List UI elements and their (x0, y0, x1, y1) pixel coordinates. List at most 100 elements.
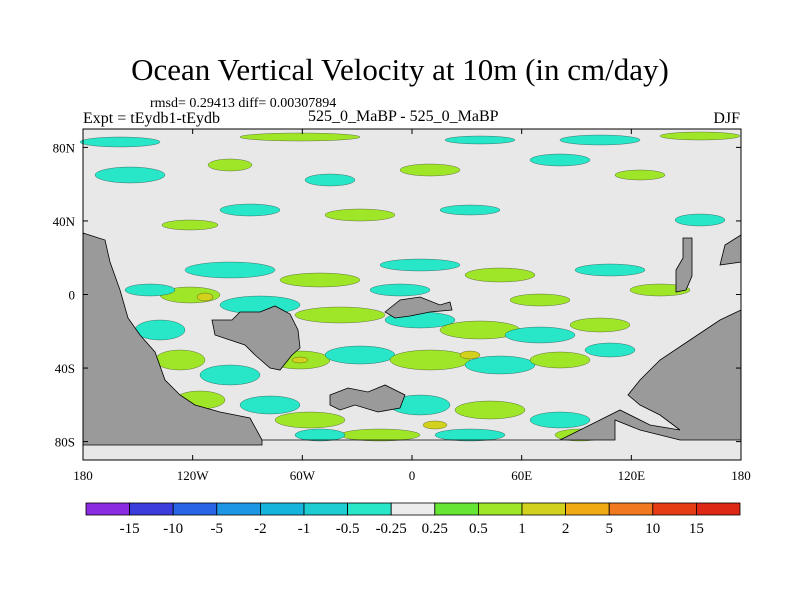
anomaly-patch (294, 428, 346, 442)
anomaly-patch (134, 319, 186, 341)
anomaly-patch (219, 295, 301, 315)
colorbar-label: -0.25 (376, 521, 407, 537)
stats-line: rmsd= 0.29413 diff= 0.00307894 (150, 96, 337, 111)
colorbar-label: -15 (120, 521, 140, 537)
anomaly-patch (464, 267, 536, 283)
axis-ticks: 180 120W 60W 0 60E 120E 180 80N 40N 0 40S 80S (53, 129, 751, 483)
colorbar-label: 0.5 (469, 521, 488, 537)
y-tick-label: 0 (69, 288, 76, 303)
anomaly-patch (439, 204, 501, 216)
anomaly-patch (294, 306, 386, 324)
comparison-label: 525_0_MaBP - 525_0_MaBP (308, 108, 499, 125)
anomaly-patch (154, 349, 206, 371)
land-mass (82, 232, 742, 446)
x-tick-label: 60E (511, 468, 532, 483)
colorbar-swatch (216, 502, 261, 516)
colorbar-swatch (477, 502, 523, 516)
anomaly-patch (369, 283, 431, 297)
velocity-anomaly-layer (79, 131, 741, 442)
anomaly-patch (279, 272, 361, 288)
land-mask-layer (82, 232, 742, 446)
anomaly-patch (219, 203, 281, 217)
anomaly-patch (304, 173, 356, 187)
land-mass (329, 384, 406, 413)
anomaly-patch (124, 283, 176, 297)
colorbar-swatch (434, 502, 479, 516)
anomaly-patch (509, 293, 571, 307)
anomaly-patch (459, 350, 481, 360)
experiment-label: Expt = tEydb1-tEydb (83, 110, 221, 127)
anomaly-patch (504, 326, 576, 344)
anomaly-patch (379, 258, 461, 272)
x-tick-label: 180 (73, 468, 93, 483)
anomaly-patch (94, 166, 166, 184)
colorbar-label: -10 (163, 521, 183, 537)
land-mass (675, 237, 693, 293)
x-tick-label: 180 (731, 468, 751, 483)
anomaly-patch (399, 163, 461, 177)
colorbar-swatch (696, 502, 741, 516)
colorbar-label: 1 (518, 521, 526, 537)
anomaly-patch (529, 153, 591, 167)
x-tick-label: 120W (177, 468, 210, 483)
anomaly-patch (239, 395, 301, 415)
colorbar-swatch (608, 502, 654, 516)
anomaly-patch (274, 411, 346, 429)
anomaly-patch (629, 283, 691, 297)
anomaly-patch (291, 356, 309, 364)
colorbar-swatch (172, 502, 218, 516)
colorbar-label: -5 (211, 521, 224, 537)
anomaly-patch (339, 428, 421, 442)
colorbar-label: 0.25 (422, 521, 448, 537)
colorbar-label: -2 (254, 521, 267, 537)
anomaly-patch (422, 420, 448, 430)
x-tick-label: 120E (618, 468, 646, 483)
anomaly-patch (569, 317, 631, 333)
anomaly-patch (529, 351, 591, 369)
colorbar-label: 10 (645, 521, 660, 537)
land-mass (211, 305, 301, 371)
anomaly-patch (574, 263, 646, 277)
anomaly-patch (184, 261, 276, 279)
colorbar-label: -1 (298, 521, 311, 537)
season-label: DJF (713, 110, 740, 127)
colorbar-label: 15 (689, 521, 704, 537)
anomaly-patch (434, 428, 506, 442)
colorbar-swatch (347, 502, 392, 516)
colorbar-label: 2 (562, 521, 570, 537)
y-tick-label: 80S (55, 435, 75, 450)
colorbar-label: 5 (605, 521, 613, 537)
anomaly-patch (207, 158, 253, 172)
map-panel: 180 120W 60W 0 60E 120E 180 80N 40N 0 40S 80S (53, 128, 751, 483)
anomaly-patch (79, 136, 161, 148)
anomaly-patch (529, 411, 591, 429)
colorbar-swatch (390, 502, 436, 516)
colorbar-swatch (129, 502, 174, 516)
anomaly-patch (464, 355, 536, 375)
anomaly-patch (199, 364, 261, 386)
anomaly-patch (584, 342, 636, 358)
plot-title: Ocean Vertical Velocity at 10m (in cm/da… (131, 52, 669, 87)
anomaly-patch (239, 132, 361, 142)
anomaly-patch (389, 349, 471, 371)
colorbar-swatch (565, 502, 610, 516)
anomaly-patch (614, 169, 666, 181)
colorbar-swatch (521, 502, 566, 516)
y-tick-label: 80N (53, 140, 76, 155)
anomaly-patch (444, 135, 516, 145)
colorbar-swatch (652, 502, 697, 516)
x-tick-label: 60W (290, 468, 316, 483)
anomaly-patch (161, 219, 219, 231)
anomaly-patch (454, 400, 526, 420)
colorbar-swatch (259, 502, 305, 516)
x-tick-label: 0 (409, 468, 416, 483)
anomaly-patch (659, 131, 741, 141)
anomaly-patch (324, 345, 396, 365)
colorbar-label: -0.5 (336, 521, 360, 537)
land-mass (384, 296, 453, 319)
anomaly-patch (674, 213, 726, 227)
anomaly-patch (559, 134, 641, 146)
colorbar-swatch (85, 502, 130, 516)
anomaly-patch (196, 292, 214, 302)
